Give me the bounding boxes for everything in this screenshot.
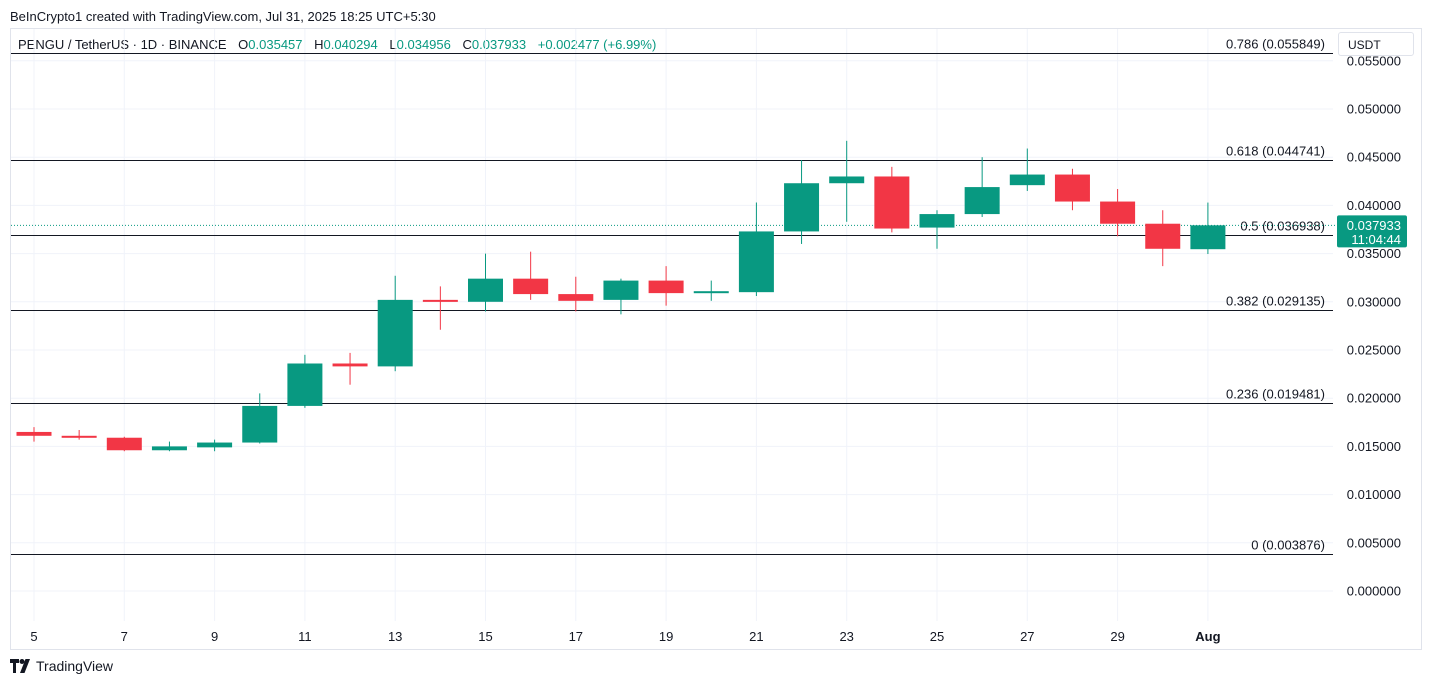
high-label: H — [314, 37, 324, 52]
candle-body — [1009, 174, 1045, 186]
candles — [16, 140, 1226, 452]
price-axis: 0.055000 0.050000 0.045000 0.040000 0.035000… — [1347, 53, 1401, 598]
candle-body — [332, 363, 368, 367]
candle-body — [829, 176, 865, 184]
candle-body — [468, 278, 503, 302]
candle-body — [106, 437, 142, 451]
candle-body — [648, 280, 684, 294]
fib-level-label: 0.786 (0.055849) — [1226, 37, 1325, 52]
candle-body — [197, 442, 233, 448]
candle-body — [61, 435, 97, 438]
x-tick-label: 25 — [930, 629, 944, 644]
x-tick-label: 19 — [659, 629, 673, 644]
candle-body — [377, 299, 413, 367]
fib-level-label: 0.236 (0.019481) — [1226, 387, 1325, 402]
candle-body — [151, 446, 187, 451]
x-tick-label: 29 — [1110, 629, 1124, 644]
candle-body — [513, 278, 549, 295]
candle-body — [964, 187, 1000, 215]
price-tag-countdown: 11:04:44 — [1351, 232, 1401, 247]
candle-body — [1100, 201, 1136, 224]
tradingview-logo-icon — [10, 659, 30, 673]
change-value: +0.002477 (+6.99%) — [537, 37, 657, 52]
y-tick-label: 0.040000 — [1347, 198, 1401, 213]
x-tick-label: 17 — [569, 629, 583, 644]
close-label: C — [462, 37, 472, 52]
x-tick-label: Aug — [1195, 629, 1220, 644]
x-tick-label: 23 — [839, 629, 853, 644]
fib-level-label: 0.382 (0.029135) — [1226, 294, 1325, 309]
symbol-name[interactable]: PENGU / TetherUS · 1D · BINANCE — [18, 37, 227, 52]
low-value: 0.034956 — [396, 37, 451, 52]
x-tick-label: 13 — [388, 629, 402, 644]
currency-selector[interactable]: USDT — [1338, 32, 1414, 56]
y-tick-label: 0.015000 — [1347, 439, 1401, 454]
candle-body — [693, 291, 729, 294]
fib-level-label: 0 (0.003876) — [1251, 538, 1325, 553]
candle-body — [1145, 223, 1181, 249]
x-tick-label: 27 — [1020, 629, 1034, 644]
y-tick-label: 0.010000 — [1347, 487, 1401, 502]
candle-body — [919, 214, 955, 228]
candle-body — [16, 431, 52, 436]
y-tick-label: 0.045000 — [1347, 150, 1401, 165]
x-tick-label: 11 — [298, 629, 312, 644]
x-tick-label: 21 — [749, 629, 763, 644]
price-tag-value: 0.037933 — [1347, 218, 1401, 233]
y-tick-label: 0.020000 — [1347, 391, 1401, 406]
x-tick-label: 7 — [121, 629, 128, 644]
low-label: L — [389, 37, 397, 52]
footer-brand[interactable]: TradingView — [10, 658, 113, 674]
y-tick-label: 0.005000 — [1347, 535, 1401, 550]
y-tick-label: 0.030000 — [1347, 294, 1401, 309]
candle-body — [558, 294, 594, 301]
candle-body — [738, 231, 774, 293]
candle-body — [784, 183, 820, 232]
y-tick-label: 0.025000 — [1347, 343, 1401, 358]
candle-body — [242, 405, 278, 443]
fib-level-label: 0.5 (0.036938) — [1240, 219, 1325, 234]
candle-body — [603, 280, 639, 300]
high-value: 0.040294 — [323, 37, 378, 52]
candle-body — [422, 299, 458, 302]
open-label: O — [238, 37, 249, 52]
time-axis: 5 7 9 11 13 15 17 19 21 23 25 27 29 Aug — [30, 629, 1220, 644]
x-tick-label: 5 — [30, 629, 37, 644]
y-tick-label: 0.050000 — [1347, 102, 1401, 117]
x-tick-label: 9 — [211, 629, 218, 644]
y-tick-label: 0.035000 — [1347, 246, 1401, 261]
x-tick-label: 15 — [478, 629, 492, 644]
y-tick-label: 0.000000 — [1347, 584, 1401, 599]
candle-body — [1190, 225, 1226, 250]
chart-credit: BeInCrypto1 created with TradingView.com… — [10, 9, 436, 24]
grid-lines — [11, 29, 1333, 621]
candle-body — [874, 176, 910, 229]
price-tag-box — [1337, 215, 1407, 248]
candle-body — [287, 363, 323, 406]
y-tick-label: 0.055000 — [1347, 53, 1401, 68]
fibonacci-levels: 0.786 (0.055849) 0.618 (0.044741) 0.5 (0.0… — [11, 37, 1336, 555]
open-value: 0.035457 — [248, 37, 303, 52]
candle-body — [1054, 174, 1090, 202]
fib-level-label: 0.618 (0.044741) — [1226, 144, 1325, 159]
footer-brand-text: TradingView — [36, 658, 114, 674]
